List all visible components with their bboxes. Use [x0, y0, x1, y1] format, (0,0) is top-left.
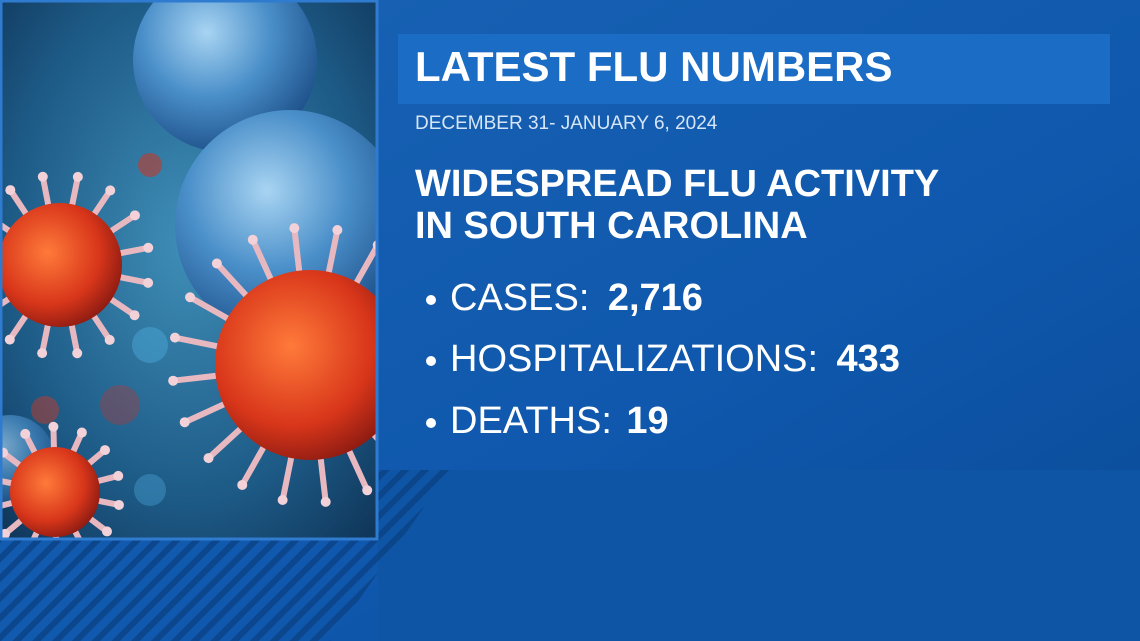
stat-label: DEATHS:	[450, 400, 612, 442]
stat-value: 2,716	[608, 277, 703, 319]
virus-spike-tip	[362, 485, 373, 496]
virus-spike-tip	[185, 292, 196, 303]
title-bar	[398, 34, 1110, 104]
virus-spike-tip	[20, 428, 31, 439]
virus-spike-tip	[237, 479, 248, 490]
stat-value: 19	[626, 400, 668, 442]
virus-spike-tip	[320, 496, 331, 507]
virus-illustration	[0, 0, 376, 538]
virus-spike-tip	[203, 453, 214, 464]
stat-label: CASES:	[450, 277, 589, 319]
virus-spike-tip	[179, 417, 190, 428]
virus-spike-tip	[37, 348, 48, 359]
virus-spike-tip	[5, 185, 16, 196]
virus-spike-tip	[113, 470, 124, 481]
virus-spike-tip	[332, 224, 343, 235]
virus-spike-tip	[104, 334, 115, 345]
virus-spike-tip	[4, 334, 15, 345]
bokeh	[134, 474, 166, 506]
virus-spike-tip	[211, 258, 222, 269]
virus-spike-tip	[72, 171, 83, 182]
virus-spike-tip	[372, 240, 376, 250]
red-virus	[0, 203, 122, 327]
virus-spike-tip	[129, 310, 140, 321]
bokeh	[132, 327, 168, 363]
lower-band	[378, 470, 1140, 641]
virus-spike-tip	[143, 242, 154, 253]
stat: CASES: 2,716	[450, 277, 703, 319]
virus-spike-tip	[113, 499, 124, 510]
bokeh	[138, 153, 162, 177]
image-frame	[0, 0, 379, 541]
virus-spike-tip	[143, 277, 154, 288]
stat-label: HOSPITALIZATIONS:	[450, 338, 818, 380]
stat: DEATHS: 19	[450, 400, 669, 442]
bullet	[426, 356, 436, 366]
virus-spike-tip	[72, 348, 83, 359]
red-virus	[215, 270, 376, 460]
bullet	[426, 295, 436, 305]
red-virus	[10, 447, 100, 537]
bullet	[426, 418, 436, 428]
headline-line: WIDESPREAD FLU ACTIVITY	[415, 163, 939, 205]
virus-spike-tip	[105, 185, 116, 196]
virus-spike-tip	[48, 421, 59, 432]
virus-spike-tip	[247, 234, 258, 245]
virus-spike-tip	[129, 210, 140, 221]
virus-spike-tip	[289, 223, 300, 234]
bokeh	[31, 396, 59, 424]
title: LATEST FLU NUMBERS	[415, 43, 893, 90]
virus-spike-tip	[100, 445, 111, 456]
virus-spike-tip	[169, 332, 180, 343]
virus-spike-tip	[37, 171, 48, 182]
date-range: DECEMBER 31- JANUARY 6, 2024	[415, 113, 718, 134]
virus-spike-tip	[168, 375, 179, 386]
virus-spike-tip	[76, 427, 87, 438]
bokeh	[100, 385, 140, 425]
stat: HOSPITALIZATIONS: 433	[450, 338, 900, 380]
stat-value: 433	[837, 338, 900, 380]
virus-spike-tip	[101, 526, 112, 537]
virus-spike-tip	[277, 495, 288, 506]
headline-line: IN SOUTH CAROLINA	[415, 205, 808, 247]
